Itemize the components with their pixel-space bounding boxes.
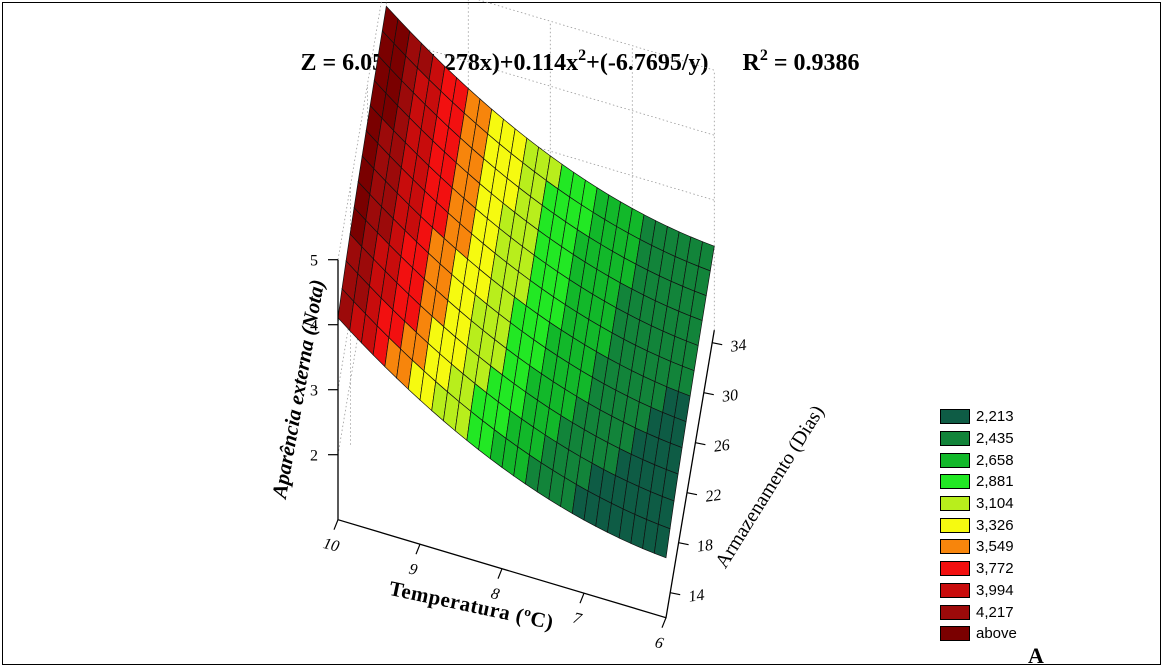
x-tick-label: 9 bbox=[407, 561, 419, 579]
legend-swatch bbox=[940, 582, 970, 598]
legend-swatch bbox=[940, 452, 970, 468]
legend-item: 3,772 bbox=[940, 558, 1017, 580]
x-tick bbox=[579, 592, 585, 604]
legend-swatch bbox=[940, 604, 970, 620]
axis-ticks: 5 4 3 2 10 9 8 7 6 14 18 22 26 30 34 bbox=[310, 253, 748, 653]
legend-item: 2,213 bbox=[940, 406, 1017, 428]
y-tick bbox=[670, 592, 681, 596]
legend-swatch bbox=[940, 496, 970, 512]
y-tick-label: 26 bbox=[713, 437, 731, 456]
y-tick bbox=[678, 542, 689, 546]
y-tick-label: 30 bbox=[720, 387, 739, 406]
legend-swatch bbox=[940, 626, 970, 642]
legend-item: 2,435 bbox=[940, 428, 1017, 450]
x-tick-label: 7 bbox=[571, 610, 584, 629]
y-axis-label: Armazenamento (Dias) bbox=[711, 402, 829, 572]
back-wall-edge bbox=[337, 0, 715, 260]
y-tick bbox=[712, 342, 723, 346]
legend-swatch bbox=[940, 474, 970, 490]
legend: 2,213 2,435 2,658 2,881 3,104 3,326 3,549 3,772… bbox=[940, 406, 1017, 645]
x-tick-label: 8 bbox=[489, 585, 501, 603]
legend-item: 3,549 bbox=[940, 536, 1017, 558]
panel-label: A bbox=[1028, 643, 1044, 668]
legend-swatch bbox=[940, 431, 970, 447]
legend-swatch bbox=[940, 517, 970, 533]
z-tick-label: 5 bbox=[310, 253, 318, 270]
y-tick-label: 22 bbox=[704, 487, 722, 506]
x-tick-label: 6 bbox=[653, 634, 665, 652]
legend-item: 2,658 bbox=[940, 449, 1017, 471]
legend-label: 2,881 bbox=[976, 473, 1014, 491]
y-tick-label: 14 bbox=[687, 587, 705, 606]
y-tick-label: 18 bbox=[696, 537, 714, 556]
z-tick-label: 4 bbox=[310, 318, 318, 335]
x-tick-label: 10 bbox=[321, 535, 341, 555]
legend-label: 3,994 bbox=[976, 581, 1014, 599]
legend-label: 3,549 bbox=[976, 538, 1014, 556]
y-tick bbox=[686, 492, 698, 496]
legend-label: 2,213 bbox=[976, 408, 1014, 426]
legend-label: 3,104 bbox=[976, 495, 1014, 513]
legend-label: 2,658 bbox=[976, 451, 1014, 469]
legend-swatch bbox=[940, 561, 970, 577]
legend-label: 4,217 bbox=[976, 603, 1014, 621]
legend-item: 3,326 bbox=[940, 514, 1017, 536]
x-tick bbox=[661, 617, 667, 628]
x-tick bbox=[415, 543, 421, 555]
legend-label: above bbox=[976, 625, 1017, 643]
legend-swatch bbox=[940, 409, 970, 425]
y-tick bbox=[703, 392, 714, 396]
z-tick-label: 2 bbox=[310, 448, 318, 465]
x-tick bbox=[333, 519, 339, 530]
x-tick bbox=[497, 568, 503, 579]
legend-item: above bbox=[940, 623, 1017, 645]
x-axis-label: Temperatura (ºC) bbox=[387, 576, 556, 634]
surface-cell bbox=[653, 523, 671, 559]
z-axis-label: Aparência externa (Nota) bbox=[267, 278, 329, 502]
legend-item: 3,994 bbox=[940, 580, 1017, 602]
legend-item: 2,881 bbox=[940, 471, 1017, 493]
legend-swatch bbox=[940, 539, 970, 555]
grid-line bbox=[337, 166, 715, 455]
legend-item: 4,217 bbox=[940, 601, 1017, 623]
z-tick-label: 3 bbox=[310, 383, 318, 400]
legend-item: 3,104 bbox=[940, 493, 1017, 515]
y-tick-label: 34 bbox=[728, 337, 747, 356]
legend-label: 3,772 bbox=[976, 560, 1014, 578]
legend-label: 3,326 bbox=[976, 516, 1014, 534]
surface-mesh bbox=[337, 5, 715, 559]
y-tick bbox=[695, 442, 706, 446]
legend-label: 2,435 bbox=[976, 430, 1014, 448]
